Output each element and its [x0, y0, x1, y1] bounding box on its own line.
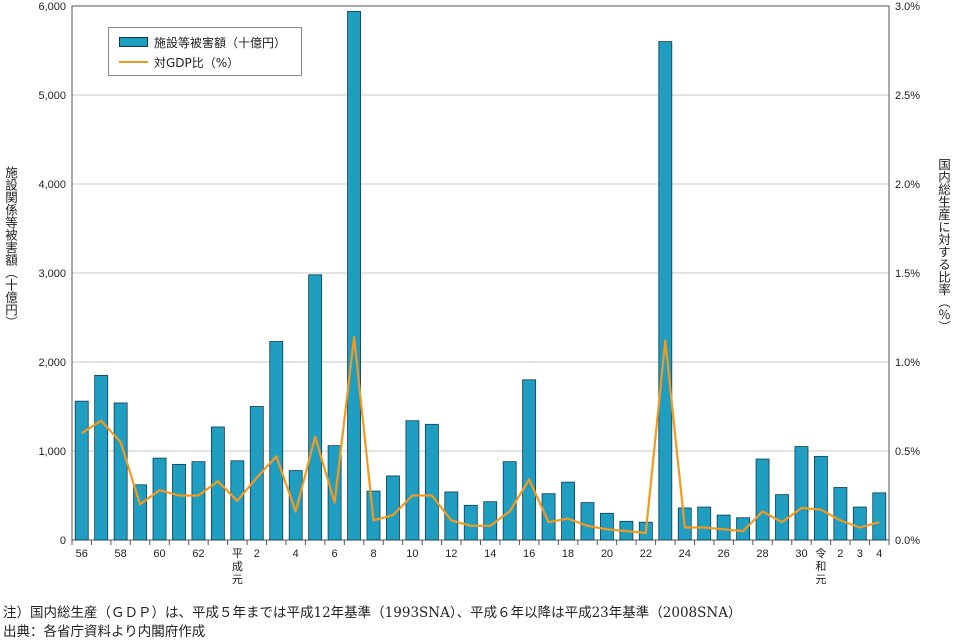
- bar: [814, 455, 828, 541]
- bar: [74, 400, 89, 541]
- bar: [755, 458, 770, 541]
- bar: [794, 446, 809, 541]
- x-tick-label: 24: [679, 548, 691, 560]
- y-tick-label: 6,000: [38, 1, 66, 13]
- x-tick-label: 22: [640, 548, 652, 560]
- bar: [852, 506, 867, 541]
- bar: [658, 41, 673, 541]
- bar: [113, 402, 128, 541]
- x-tick-label: 3: [857, 548, 863, 560]
- y-tick-label: 4,000: [38, 179, 66, 191]
- bar: [580, 502, 595, 541]
- bar: [600, 512, 614, 541]
- x-tick-label: 6: [332, 548, 338, 560]
- bar: [288, 470, 303, 541]
- bar: [191, 461, 206, 541]
- bar: [775, 494, 789, 541]
- x-tick-label: 14: [484, 548, 496, 560]
- x-tick-label: 30: [795, 548, 807, 560]
- bar: [94, 374, 109, 541]
- y2-tick-label: 0.0%: [895, 535, 920, 547]
- bar: [249, 406, 264, 541]
- x-tick-label: 58: [115, 548, 127, 560]
- legend-item-bar: 施設等被害額（十億円）: [119, 34, 286, 50]
- x-tick-label: 2: [254, 548, 260, 560]
- y2-tick-label: 0.5%: [895, 446, 920, 458]
- x-tick-label: 18: [562, 548, 574, 560]
- legend-bar-label: 施設等被害額（十億円）: [154, 35, 287, 50]
- bar: [522, 379, 537, 541]
- bar: [172, 463, 186, 541]
- bar: [133, 484, 147, 541]
- bar: [541, 493, 556, 541]
- x-tick-label: 12: [445, 548, 457, 560]
- bar: [483, 501, 498, 541]
- y2-tick-label: 1.0%: [895, 357, 920, 369]
- x-tick-label: 4: [293, 548, 299, 560]
- x-tick-label: 元: [815, 574, 826, 586]
- bar: [444, 491, 459, 541]
- bar: [386, 475, 400, 541]
- y2-tick-label: 2.0%: [895, 179, 920, 191]
- legend-line-swatch: [119, 61, 148, 63]
- bar: [697, 506, 712, 541]
- bar: [561, 481, 575, 541]
- x-tick-label: 元: [232, 574, 243, 586]
- bar: [833, 487, 848, 541]
- y-tick-label: 1,000: [38, 446, 66, 458]
- y-tick-label: 0: [60, 535, 66, 547]
- x-tick-label: 26: [718, 548, 730, 560]
- legend-bar-swatch: [119, 37, 148, 47]
- gdp-ratio-line: [81, 336, 880, 535]
- bar: [152, 457, 167, 541]
- y2-tick-label: 3.0%: [895, 1, 920, 13]
- y-tick-label: 3,000: [38, 268, 66, 280]
- bar: [269, 341, 284, 541]
- bar: [405, 420, 420, 541]
- x-tick-label: 56: [76, 548, 88, 560]
- x-tick-label: 10: [406, 548, 418, 560]
- bar: [347, 10, 361, 541]
- y2-axis-label: 国内総生産に対する比率（％）: [936, 158, 951, 333]
- x-tick-label: 62: [192, 548, 204, 560]
- bar: [424, 423, 439, 541]
- bar: [716, 514, 731, 541]
- x-tick-label: 60: [153, 548, 165, 560]
- bar: [872, 492, 887, 541]
- bar: [308, 274, 323, 541]
- x-tick-label: 和: [815, 560, 826, 573]
- bar: [502, 461, 517, 541]
- legend-item-line: 対GDP比（%）: [119, 54, 239, 70]
- legend-line-label: 対GDP比（%）: [154, 55, 240, 70]
- x-tick-label: 8: [370, 548, 376, 560]
- x-tick-label: 2: [837, 548, 843, 560]
- y2-tick-label: 1.5%: [895, 268, 920, 280]
- bar: [463, 504, 478, 541]
- x-tick-label: 28: [756, 548, 768, 560]
- bar: [210, 426, 225, 541]
- bar: [736, 517, 751, 541]
- x-tick-label: 20: [601, 548, 613, 560]
- y2-tick-label: 2.5%: [895, 90, 920, 102]
- x-tick-label: 令: [815, 546, 826, 560]
- x-tick-label: 4: [876, 548, 882, 560]
- y-axis-label: 施設関係等被害額（十億円）: [3, 166, 18, 329]
- x-tick-label: 16: [523, 548, 535, 560]
- y-tick-label: 5,000: [38, 90, 66, 102]
- x-tick-label: 平: [232, 548, 243, 560]
- y-tick-label: 2,000: [38, 357, 66, 369]
- source-note: 出典：各省庁資料より内閣府作成: [3, 624, 206, 640]
- legend: 施設等被害額（十億円） 対GDP比（%）: [108, 27, 302, 76]
- x-tick-label: 成: [232, 560, 243, 573]
- footnote: 注）国内総生産（ＧＤＰ）は、平成５年までは平成12年基準（1993SNA）、平成…: [3, 605, 742, 621]
